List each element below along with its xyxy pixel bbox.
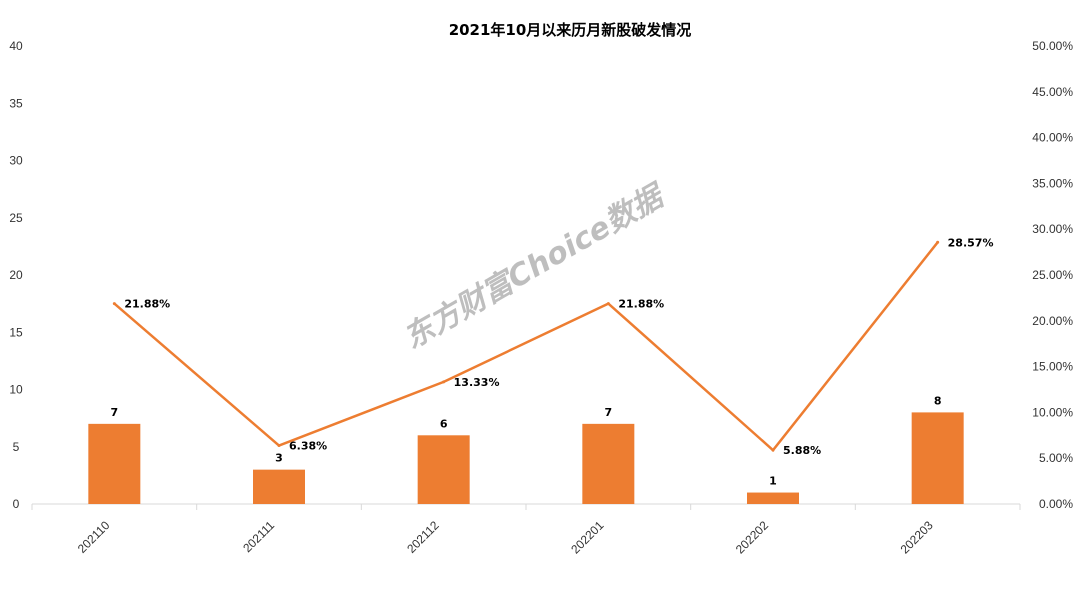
y-right-tick-label: 15.00% bbox=[1032, 360, 1073, 374]
watermark-text: 东方财富Choice数据 bbox=[398, 177, 673, 356]
bar-value-label: 6 bbox=[440, 417, 448, 430]
line-point bbox=[112, 302, 116, 306]
y-left-tick-label: 35 bbox=[9, 96, 23, 110]
y-left-tick-label: 40 bbox=[9, 39, 23, 53]
x-tick-label: 202203 bbox=[898, 518, 936, 556]
y-right-tick-label: 50.00% bbox=[1032, 39, 1073, 53]
x-tick-label: 202201 bbox=[568, 518, 606, 556]
y-left-tick-label: 0 bbox=[13, 497, 20, 511]
line-series bbox=[112, 240, 940, 452]
y-right-tick-label: 5.00% bbox=[1039, 451, 1073, 465]
y-left-tick-label: 30 bbox=[9, 154, 23, 168]
y-left-axis: 0 5 10 15 20 25 30 35 40 bbox=[9, 39, 23, 511]
y-left-tick-label: 5 bbox=[13, 440, 20, 454]
y-right-tick-label: 25.00% bbox=[1032, 268, 1073, 282]
bar-value-label: 3 bbox=[275, 452, 283, 465]
y-right-tick-label: 45.00% bbox=[1032, 85, 1073, 99]
chart-title: 2021年10月以来历月新股破发情况 bbox=[449, 21, 692, 39]
y-right-tick-label: 30.00% bbox=[1032, 222, 1073, 236]
y-left-tick-label: 20 bbox=[9, 268, 23, 282]
y-right-tick-label: 10.00% bbox=[1032, 405, 1073, 419]
line-value-label: 5.88% bbox=[783, 444, 821, 457]
y-left-tick-label: 15 bbox=[9, 325, 23, 339]
bar bbox=[417, 435, 470, 504]
y-left-tick-label: 10 bbox=[9, 383, 23, 397]
bar-series bbox=[88, 412, 964, 504]
bar bbox=[582, 423, 635, 504]
y-left-tick-label: 25 bbox=[9, 211, 23, 225]
x-tick-label: 202110 bbox=[75, 518, 113, 556]
y-right-axis: 0.00% 5.00% 10.00% 15.00% 20.00% 25.00% 30.00%… bbox=[1032, 39, 1073, 511]
bar-value-label: 8 bbox=[934, 394, 942, 407]
y-right-tick-label: 0.00% bbox=[1039, 497, 1073, 511]
line-value-label: 13.33% bbox=[454, 376, 500, 389]
line-path bbox=[113, 241, 939, 452]
line-value-label: 28.57% bbox=[948, 236, 994, 249]
x-tick-label: 202111 bbox=[240, 518, 277, 555]
line-point bbox=[936, 240, 940, 244]
y-right-tick-label: 20.00% bbox=[1032, 314, 1073, 328]
x-tick-label: 202202 bbox=[733, 518, 771, 556]
bar bbox=[911, 412, 964, 504]
line-point bbox=[277, 444, 281, 448]
line-point bbox=[606, 302, 610, 306]
bar-value-label: 7 bbox=[111, 406, 119, 419]
bar bbox=[88, 423, 141, 504]
x-axis: 202110 202111 202112 202201 202202 202203 bbox=[31, 504, 1021, 556]
y-right-tick-label: 35.00% bbox=[1032, 176, 1073, 190]
x-tick-label: 202112 bbox=[404, 518, 442, 556]
y-right-tick-label: 40.00% bbox=[1032, 131, 1073, 145]
line-value-label: 21.88% bbox=[124, 298, 170, 311]
bar bbox=[253, 469, 305, 504]
data-labels: 7 3 6 7 1 8 21.88% 6.38% 13.33% 21.88% 5.88% 28.57% bbox=[111, 236, 994, 487]
bar-value-label: 1 bbox=[769, 475, 777, 488]
bar bbox=[747, 492, 799, 504]
bar-value-label: 7 bbox=[605, 406, 613, 419]
line-value-label: 21.88% bbox=[618, 298, 664, 311]
line-point bbox=[771, 448, 775, 452]
line-value-label: 6.38% bbox=[289, 440, 327, 453]
line-point bbox=[442, 380, 446, 384]
